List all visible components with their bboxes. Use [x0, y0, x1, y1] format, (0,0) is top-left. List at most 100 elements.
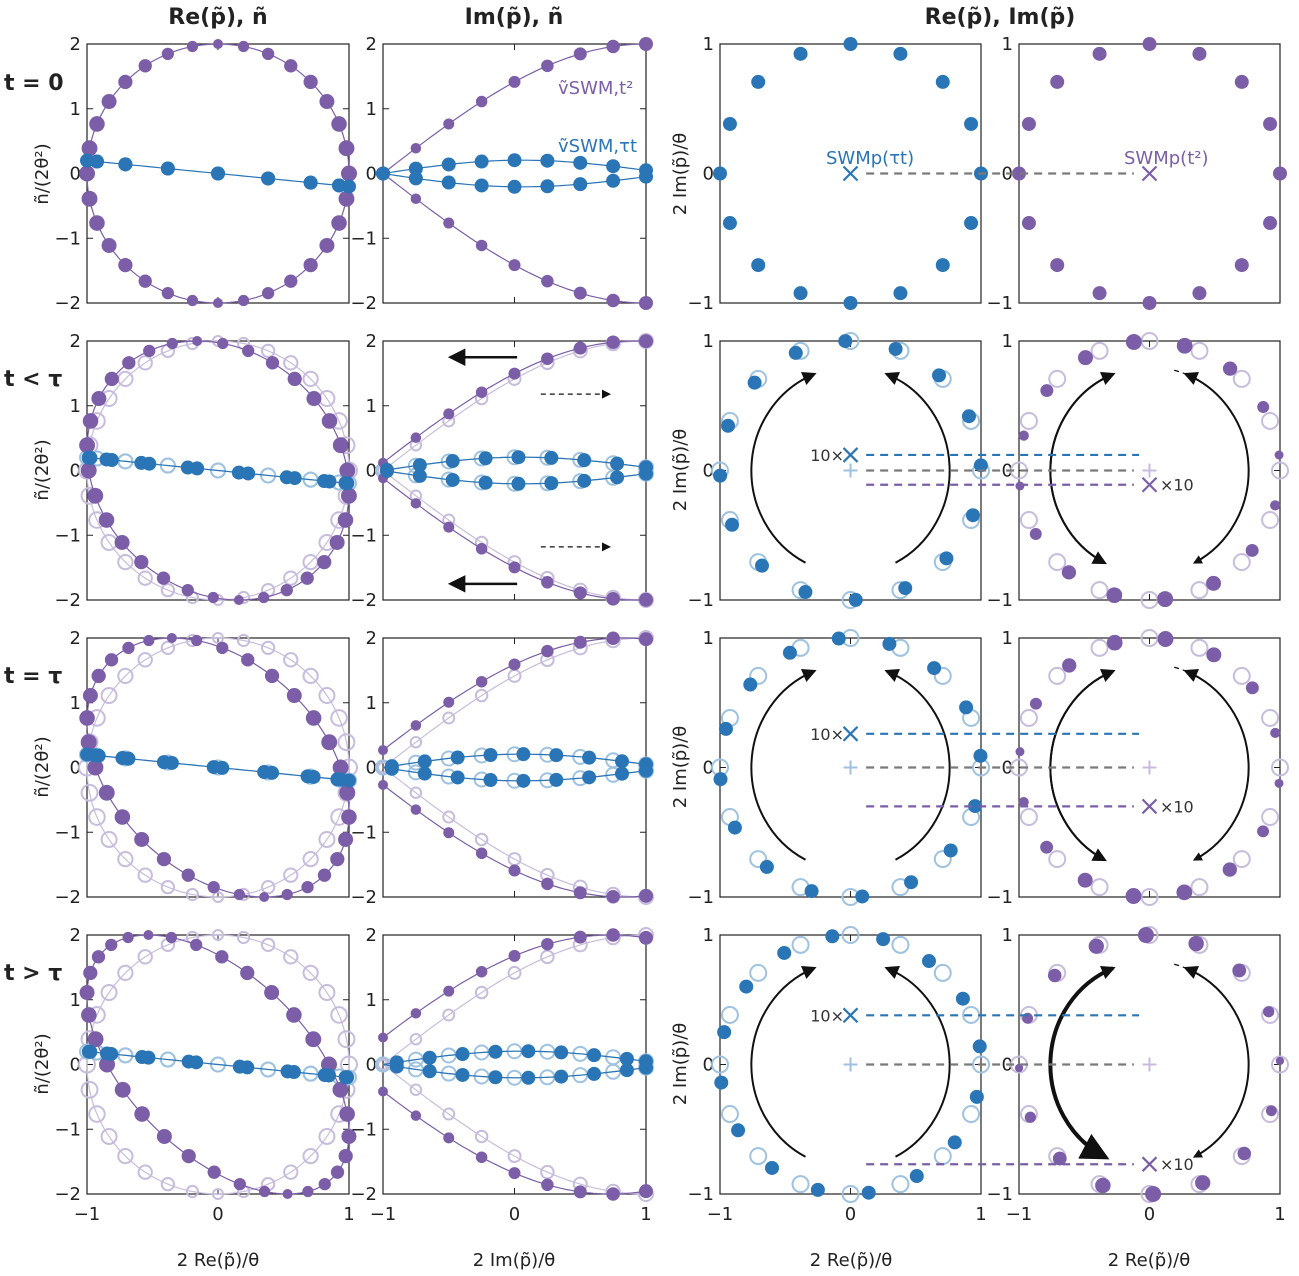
circle-point: [1274, 450, 1284, 460]
n-point-purple: [330, 1165, 345, 1179]
n-point-purple: [156, 571, 171, 585]
circle-point-ghost: [1261, 808, 1280, 827]
circle-point: [722, 116, 737, 131]
n-point-blue: [279, 470, 294, 485]
circle-point-ghost: [1090, 638, 1109, 657]
y-tick-label: 1: [1002, 331, 1013, 352]
rotation-arrow-left-reverse: [1049, 670, 1114, 862]
circle-point: [1234, 74, 1249, 89]
im-n-curve-purple: [382, 784, 647, 898]
im-n-point-purple: [573, 930, 587, 944]
im-n-point-blue: [507, 179, 522, 194]
im-n-point-purple: [639, 888, 653, 903]
im-n-point-purple: [606, 39, 620, 54]
n-point-purple: [156, 851, 172, 867]
n-point-blue: [206, 760, 221, 775]
circle-point-ghost: [1090, 341, 1109, 360]
circle-point: [721, 418, 736, 433]
n-point-blue: [338, 476, 353, 491]
im-n-point-blue: [573, 177, 588, 192]
y-tick-label: 2: [70, 331, 81, 352]
n-point-purple: [213, 39, 223, 49]
circle-point: [825, 929, 840, 944]
im-n-point-purple: [573, 635, 587, 649]
y-tick-label: 2: [366, 331, 377, 352]
n-point-purple: [165, 931, 177, 944]
annotation-p-taut: SWMp(τt): [826, 148, 914, 169]
centroid-blue-marker: [842, 1007, 859, 1024]
circle-point-ghost: [933, 963, 952, 982]
im-n-point-blue: [455, 1067, 470, 1082]
circle-point: [765, 1160, 780, 1175]
circle-point: [1245, 681, 1259, 695]
circle-point: [798, 585, 813, 600]
n-point-purple: [341, 809, 357, 825]
n-point-purple: [321, 734, 338, 751]
circle-point: [955, 991, 970, 1006]
y-tick-label: −1: [687, 887, 714, 908]
im-n-point-blue: [474, 178, 489, 193]
n-point-blue: [280, 1064, 295, 1079]
scale-label-left: 10×: [810, 1006, 844, 1025]
im-n-point-blue: [573, 155, 588, 170]
circle-point: [1257, 825, 1270, 838]
im-n-point-purple: [443, 1132, 455, 1144]
im-n-point-blue: [511, 450, 526, 465]
im-n-point-blue: [507, 153, 522, 168]
circle-point-ghost: [962, 1105, 981, 1124]
rotation-arrow-left: [750, 372, 817, 564]
n-point-purple: [265, 356, 280, 370]
n-point-purple: [321, 413, 338, 429]
im-n-point-blue: [619, 1063, 634, 1078]
im-n-point-purple: [508, 658, 521, 671]
n-point-purple: [302, 667, 319, 685]
n-point-purple: [166, 633, 177, 643]
ylabel-n-row3: ñ/(2θ²): [32, 736, 53, 797]
im-n-curve-purple: [382, 637, 646, 768]
im-n-point-blue: [639, 763, 653, 778]
scale-label-right: ×10: [1160, 476, 1194, 495]
n-point-purple: [341, 1128, 357, 1144]
y-tick-label: 0: [703, 461, 714, 482]
im-n-point-blue: [577, 473, 592, 488]
circle-point-ghost: [972, 1055, 990, 1074]
n-point-purple: [181, 1148, 196, 1164]
y-tick-label: 1: [703, 331, 714, 352]
n-point-purple: [331, 215, 347, 231]
origin-plus-purple: [1142, 463, 1157, 478]
panels-group: −2−1012−2−1012−101−101−2−1012−2−1012−101…: [54, 34, 1289, 1225]
n-point-purple: [260, 879, 276, 895]
n-point-purple: [242, 344, 255, 358]
n-point-purple: [80, 462, 97, 479]
n-point-blue: [232, 1059, 247, 1074]
circle-point-ghost: [933, 666, 952, 685]
n-point-purple: [81, 140, 98, 157]
circle-point: [1125, 888, 1142, 904]
im-n-point-purple: [378, 1086, 388, 1097]
n-point-purple: [134, 1106, 150, 1122]
n-point-purple: [83, 965, 98, 981]
circle-point-ghost: [891, 1175, 910, 1194]
im-n-point-blue: [441, 157, 456, 172]
n-point-purple: [302, 850, 319, 868]
n-point-blue: [231, 465, 246, 480]
im-n-point-purple: [541, 59, 554, 73]
n-point-purple: [80, 734, 97, 751]
y-tick-label: −1: [350, 525, 377, 546]
circle-point: [1270, 500, 1281, 511]
circle-point: [939, 551, 954, 566]
n-point-blue: [210, 462, 226, 479]
n-point-purple: [79, 165, 95, 182]
im-n-point-blue: [407, 1061, 424, 1078]
y-tick-label: 1: [366, 396, 377, 417]
circle-point: [959, 700, 974, 715]
circle-point: [1176, 884, 1193, 901]
circle-point: [909, 1169, 924, 1184]
circle-point: [751, 74, 766, 89]
y-tick-label: −1: [350, 228, 377, 249]
n-point-purple: [283, 1164, 299, 1180]
n-point-blue: [134, 455, 149, 470]
circle-point-ghost: [1232, 369, 1251, 388]
y-tick-label: 2: [70, 34, 81, 55]
im-n-point-blue: [619, 1051, 634, 1066]
